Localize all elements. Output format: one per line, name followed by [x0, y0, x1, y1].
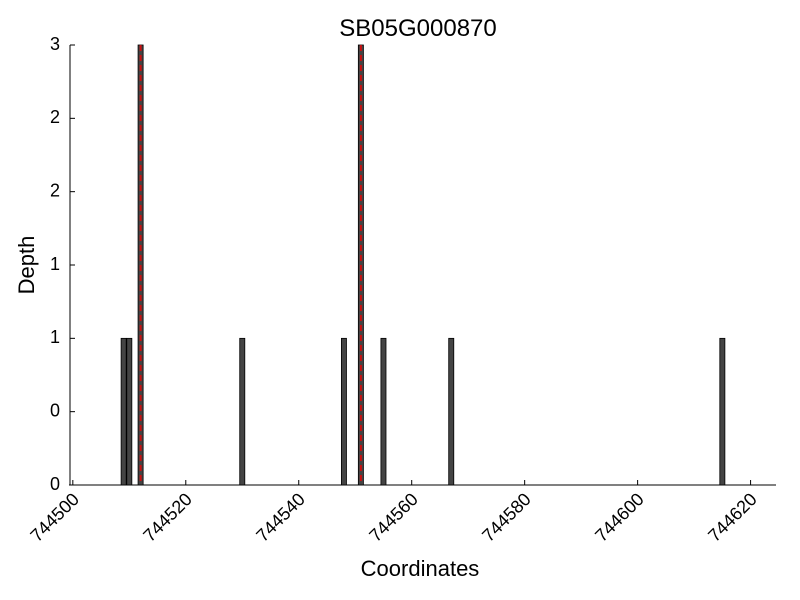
bar [239, 337, 246, 486]
y-tick-label: 0 [50, 400, 60, 420]
y-tick-label: 1 [50, 254, 60, 274]
x-tick-label: 744600 [591, 489, 648, 546]
y-tick-label: 1 [50, 327, 60, 347]
y-axis-title: Depth [14, 236, 39, 295]
bar [448, 337, 455, 486]
x-tick-label: 744500 [26, 489, 83, 546]
x-tick-label: 744540 [252, 489, 309, 546]
bar [380, 337, 387, 486]
x-tick-label: 744560 [365, 489, 422, 546]
x-tick-label: 744620 [704, 489, 761, 546]
bar [719, 337, 726, 486]
y-tick-label: 2 [50, 107, 60, 127]
bar [120, 337, 127, 486]
x-tick-label: 744580 [478, 489, 535, 546]
y-tick-label: 0 [50, 474, 60, 494]
x-tick-label: 744520 [139, 489, 196, 546]
x-axis-title: Coordinates [361, 556, 480, 581]
bar [126, 337, 133, 486]
bar [340, 337, 347, 486]
y-tick-label: 2 [50, 180, 60, 200]
y-tick-label: 3 [50, 34, 60, 54]
chart-title: SB05G000870 [339, 15, 496, 42]
